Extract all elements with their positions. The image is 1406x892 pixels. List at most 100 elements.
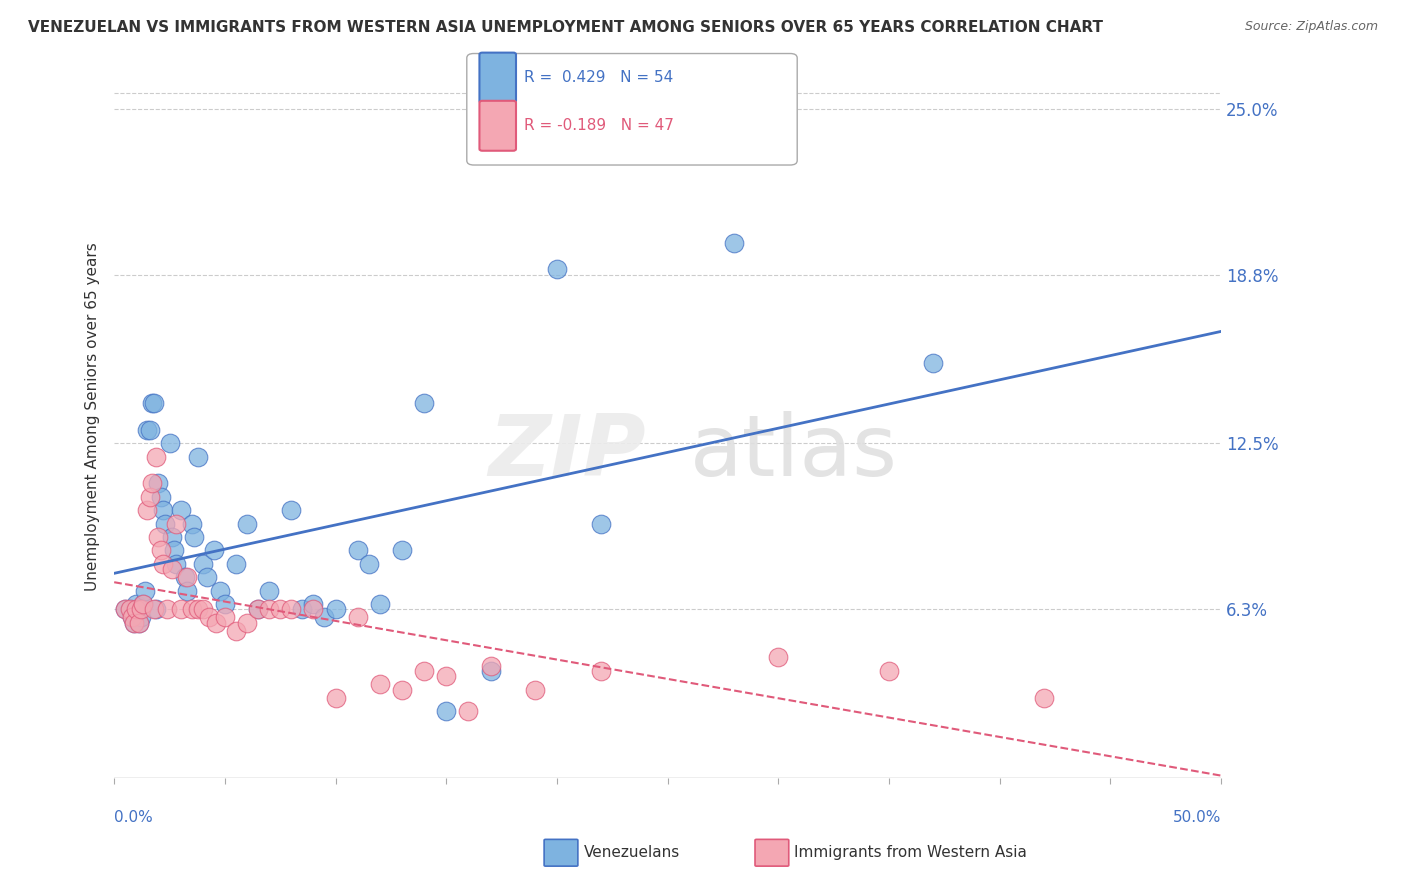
Point (214, 610, 236, 624)
Point (187, 602, 209, 616)
Point (546, 262, 568, 277)
Point (136, 503, 159, 517)
Point (180, 516, 202, 531)
Point (125, 602, 148, 616)
Point (176, 570, 198, 584)
Point (153, 516, 176, 531)
Point (159, 436, 181, 450)
Point (591, 516, 613, 531)
Point (128, 615, 150, 630)
Point (163, 543, 186, 558)
Text: Immigrants from Western Asia: Immigrants from Western Asia (794, 846, 1028, 860)
Point (236, 615, 259, 630)
Point (191, 557, 214, 571)
Point (141, 396, 163, 410)
Point (269, 602, 291, 616)
Text: atlas: atlas (690, 411, 898, 494)
Point (118, 602, 141, 616)
Point (176, 583, 198, 598)
Point (121, 610, 143, 624)
Point (114, 602, 136, 616)
Point (291, 602, 314, 616)
Point (723, 235, 745, 250)
Point (225, 624, 247, 638)
Point (122, 615, 145, 630)
Point (129, 610, 152, 624)
Point (434, 704, 457, 718)
Point (280, 602, 302, 616)
Text: Venezuelans: Venezuelans (583, 846, 679, 860)
Point (922, 356, 945, 370)
Point (257, 602, 280, 616)
Point (121, 610, 143, 624)
Point (457, 704, 479, 718)
Point (479, 664, 502, 678)
Point (1032, 690, 1054, 705)
Point (122, 615, 145, 630)
Point (152, 557, 174, 571)
Point (523, 682, 546, 697)
Point (413, 664, 436, 678)
Point (141, 476, 163, 491)
Text: R = -0.189   N = 47: R = -0.189 N = 47 (524, 119, 675, 133)
Point (165, 516, 187, 531)
Y-axis label: Unemployment Among Seniors over 65 years: Unemployment Among Seniors over 65 years (86, 242, 100, 591)
Text: 50.0%: 50.0% (1173, 810, 1220, 825)
Point (143, 602, 166, 616)
Point (877, 664, 900, 678)
Point (209, 583, 232, 598)
Point (325, 602, 347, 616)
Point (434, 669, 457, 683)
Point (280, 503, 302, 517)
Text: 0.0%: 0.0% (114, 810, 153, 825)
Point (198, 610, 221, 624)
Point (247, 602, 270, 616)
Point (132, 597, 155, 611)
Point (479, 658, 502, 673)
Point (346, 610, 368, 624)
Point (314, 610, 336, 624)
Point (156, 602, 179, 616)
Point (128, 615, 150, 630)
Point (591, 664, 613, 678)
Point (180, 602, 202, 616)
Point (413, 396, 436, 410)
Point (145, 602, 167, 616)
Point (391, 682, 413, 697)
Point (118, 602, 141, 616)
Point (183, 530, 205, 544)
Point (174, 570, 197, 584)
Point (165, 557, 187, 571)
Point (134, 583, 156, 598)
Point (148, 476, 170, 491)
Text: R =  0.429   N = 54: R = 0.429 N = 54 (524, 70, 673, 85)
Point (346, 543, 368, 558)
Point (149, 543, 172, 558)
Point (302, 602, 325, 616)
Point (187, 450, 209, 464)
Point (148, 530, 170, 544)
Point (302, 597, 325, 611)
Point (145, 450, 167, 464)
Point (191, 602, 214, 616)
Point (325, 690, 347, 705)
Point (202, 543, 225, 558)
Point (214, 597, 236, 611)
Text: Source: ZipAtlas.com: Source: ZipAtlas.com (1244, 20, 1378, 33)
Point (236, 516, 259, 531)
Point (357, 557, 380, 571)
Point (114, 602, 136, 616)
Point (125, 597, 148, 611)
Point (152, 503, 174, 517)
Point (138, 423, 160, 437)
Point (247, 602, 270, 616)
Point (138, 490, 160, 504)
Point (132, 597, 155, 611)
Text: VENEZUELAN VS IMMIGRANTS FROM WESTERN ASIA UNEMPLOYMENT AMONG SENIORS OVER 65 YE: VENEZUELAN VS IMMIGRANTS FROM WESTERN AS… (28, 20, 1104, 35)
Point (160, 562, 183, 576)
Point (169, 602, 191, 616)
Point (195, 570, 218, 584)
Point (136, 423, 159, 437)
Text: ZIP: ZIP (488, 411, 645, 494)
Point (391, 543, 413, 558)
